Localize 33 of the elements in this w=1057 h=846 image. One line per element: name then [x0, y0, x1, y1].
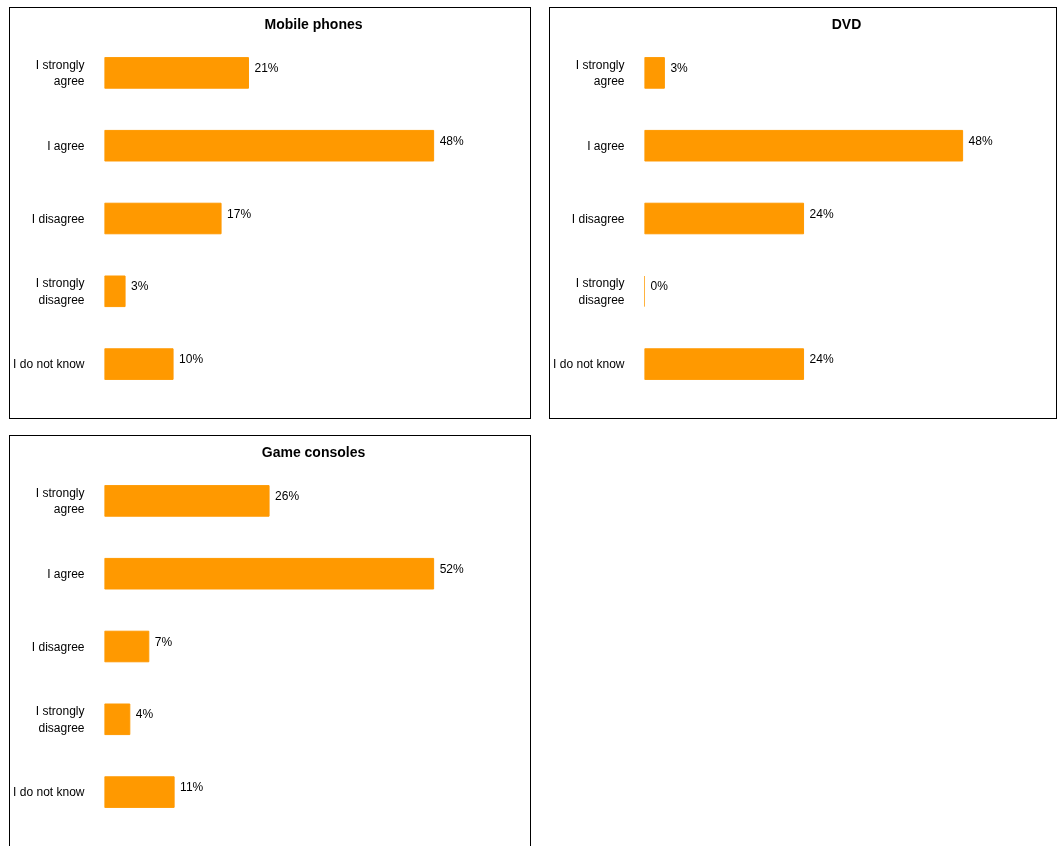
y-tick-label: I strongly disagree [35, 275, 85, 307]
data-label: 26% [275, 488, 300, 503]
y-tick-label: I agree [47, 138, 85, 153]
y-tick-label: I do not know [13, 357, 85, 372]
data-label: 24% [809, 352, 834, 367]
y-tick-label: I strongly disagree [35, 703, 85, 735]
y-tick-label: I agree [47, 566, 85, 581]
data-label: 3% [131, 279, 149, 294]
data-label: 17% [227, 206, 252, 221]
y-tick-label: I strongly agree [575, 57, 625, 89]
chart-title: DVD [831, 15, 862, 32]
y-tick-label: I agree [587, 138, 625, 153]
y-tick-label: I disagree [571, 211, 625, 226]
data-label: 48% [968, 133, 993, 148]
data-label: 24% [809, 206, 834, 221]
data-label: 3% [670, 60, 689, 75]
data-label: 21% [254, 60, 279, 75]
chart-title: Mobile phones [264, 15, 363, 32]
y-tick-label: I strongly agree [35, 57, 85, 89]
y-tick-label: I do not know [13, 785, 85, 800]
data-label: 0% [650, 279, 669, 294]
data-label: 10% [179, 352, 204, 367]
y-tick-label: I strongly disagree [575, 275, 625, 307]
y-tick-label: I disagree [31, 211, 85, 226]
data-label: 7% [154, 634, 173, 649]
data-label: 52% [439, 561, 464, 576]
y-tick-label: I do not know [553, 357, 625, 372]
y-tick-label: I disagree [31, 639, 85, 654]
chart-title: Game consoles [261, 443, 366, 460]
data-label: 11% [180, 780, 204, 795]
y-tick-label: I strongly agree [35, 485, 85, 517]
data-label: 4% [135, 707, 154, 722]
data-label: 48% [439, 133, 464, 148]
